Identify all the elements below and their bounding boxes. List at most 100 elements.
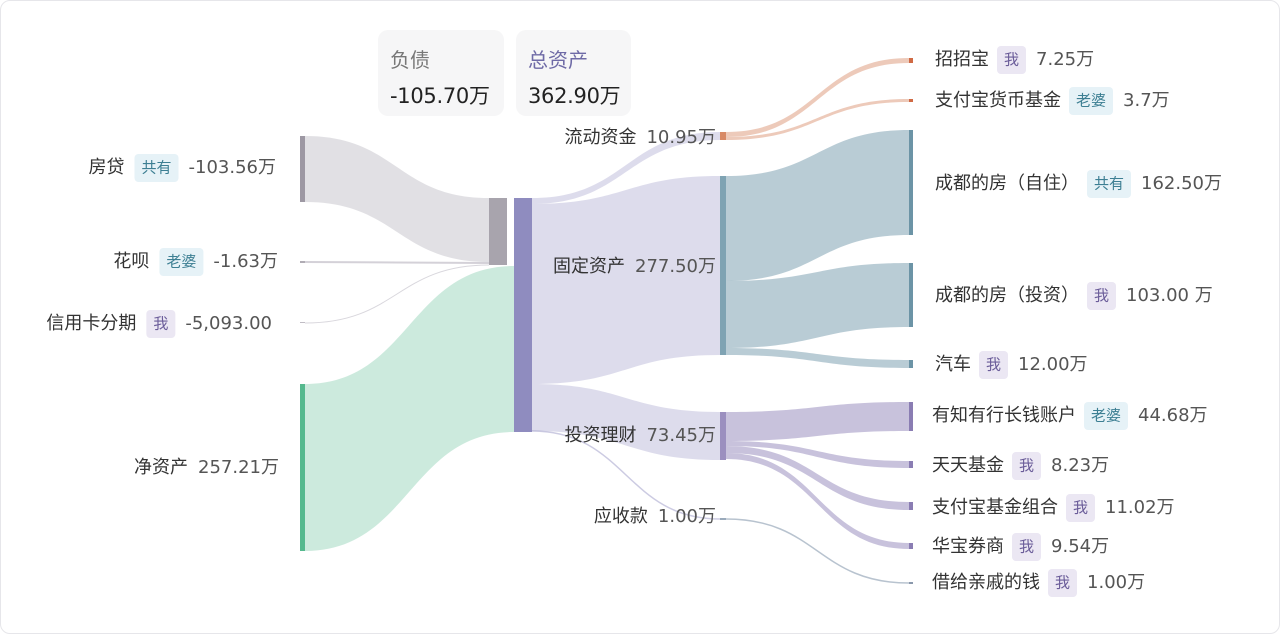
tag-bg-fangdai — [134, 154, 179, 182]
node-huabei — [300, 261, 305, 263]
liabilities-card: 负债 -105.70万 — [378, 30, 504, 116]
node-yingshou — [720, 518, 726, 520]
link-huabao — [726, 453, 909, 549]
tag-tiantian: 我 — [1019, 457, 1034, 475]
tag-house_self: 共有 — [1094, 175, 1124, 193]
tag-youzhi: 老婆 — [1091, 407, 1121, 425]
node-jingzichan — [300, 384, 305, 551]
value-guding: 277.50万 — [635, 256, 716, 277]
tag-bg-tiantian — [1012, 452, 1042, 480]
link-house-inv — [726, 263, 909, 348]
value-yingshou: 1.00万 — [658, 506, 716, 527]
label-zhaozhaobao: 招招宝我 7.25万 — [935, 46, 1094, 74]
tag-car: 我 — [986, 356, 1001, 374]
name-huabei: 花呗 — [113, 251, 149, 272]
assets-card: 总资产 362.90万 — [516, 30, 631, 116]
node-fangdai — [300, 136, 305, 202]
tag-jiegei: 我 — [1055, 574, 1070, 592]
node-xinyongka — [300, 322, 305, 323]
link-car — [726, 348, 909, 368]
label-tiantian: 天天基金我 8.23万 — [932, 452, 1109, 480]
name-jiegei: 借给亲戚的钱 — [932, 572, 1040, 593]
link-yingshou — [531, 430, 721, 520]
tag-bg-jiegei — [1048, 569, 1078, 597]
link-xinyongka — [304, 264, 490, 324]
tag-xinyongka: 我 — [153, 315, 168, 333]
link-guding — [532, 176, 720, 384]
value-house_inv: 103.00 万 — [1126, 285, 1213, 306]
name-jingzichan: 净资产 — [134, 457, 188, 478]
name-zhaozhaobao: 招招宝 — [935, 49, 989, 70]
link-zfbzuhe — [726, 446, 909, 510]
node-tiantian — [909, 461, 913, 468]
name-tiantian: 天天基金 — [932, 455, 1004, 476]
name-fangdai: 房贷 — [89, 157, 125, 178]
link-liudong — [532, 132, 720, 204]
tag-zfbzuhe: 我 — [1073, 499, 1088, 517]
name-guding: 固定资产 — [553, 256, 625, 277]
node-zfbzuhe — [909, 502, 913, 510]
value-huabao: 9.54万 — [1051, 536, 1109, 557]
node-jiegei — [909, 582, 913, 584]
tag-fangdai: 共有 — [142, 159, 172, 177]
node-zfbhuobi — [909, 99, 913, 102]
label-car: 汽车我 12.00万 — [935, 351, 1088, 379]
label-youzhi: 有知有行长钱账户 老婆 44.68万 — [932, 402, 1208, 430]
name-zfbzuhe: 支付宝基金组合 — [932, 497, 1058, 518]
name-house_inv: 成都的房（投资） — [935, 285, 1079, 306]
link-huabei — [304, 261, 490, 264]
node-car — [909, 360, 913, 368]
name-youzhi: 有知有行长钱账户 — [932, 405, 1076, 426]
node-house-self — [909, 130, 913, 235]
name-yingshou: 应收款 — [594, 506, 648, 527]
name-touzi: 投资理财 — [564, 425, 636, 446]
name-house_self: 成都的房（自住） — [935, 173, 1079, 194]
node-youzhi — [909, 402, 913, 431]
assets-value: 362.90万 — [528, 84, 621, 108]
value-jingzichan: 257.21万 — [198, 457, 279, 478]
tag-bg-zfbhuobi — [1069, 87, 1114, 115]
tag-bg-zhaozhaobao — [997, 46, 1027, 74]
link-jiegei — [725, 518, 910, 584]
assets-title: 总资产 — [528, 48, 588, 72]
node-zhaozhaobao — [909, 58, 913, 63]
value-zhaozhaobao: 7.25万 — [1036, 49, 1094, 70]
name-car: 汽车 — [935, 354, 971, 375]
tag-huabei: 老婆 — [166, 253, 196, 271]
value-zfbzuhe: 11.02万 — [1105, 497, 1175, 518]
value-liudong: 10.95万 — [646, 127, 716, 148]
value-fangdai: -103.56万 — [189, 157, 276, 178]
node-liudong — [720, 132, 726, 140]
tag-bg-house_inv — [1087, 282, 1117, 310]
liabilities-value: -105.70万 — [390, 84, 490, 108]
node-guding — [720, 176, 726, 355]
value-touzi: 73.45万 — [646, 425, 716, 446]
label-jiegei: 借给亲戚的钱我 1.00万 — [932, 569, 1145, 597]
node-touzi — [720, 412, 726, 460]
tag-zhaozhaobao: 我 — [1004, 51, 1019, 69]
tag-huabao: 我 — [1019, 538, 1034, 556]
node-total-assets — [514, 198, 532, 432]
tag-bg-xinyongka — [146, 310, 176, 338]
value-house_self: 162.50万 — [1141, 173, 1222, 194]
label-house_inv: 成都的房（投资） 我 103.00 万 — [935, 282, 1213, 310]
link-touzi — [532, 384, 720, 460]
value-zfbhuobi: 3.7万 — [1123, 90, 1170, 111]
name-huabao: 华宝券商 — [932, 536, 1004, 557]
tag-bg-zfbzuhe — [1066, 494, 1096, 522]
link-house-self — [726, 130, 909, 281]
value-xinyongka: -5,093.00 — [185, 313, 272, 334]
node-liabilities — [489, 198, 507, 265]
tag-bg-youzhi — [1084, 402, 1129, 430]
value-car: 12.00万 — [1018, 354, 1088, 375]
tag-house_inv: 我 — [1094, 287, 1109, 305]
name-liudong: 流动资金 — [564, 127, 636, 148]
tag-bg-house_self — [1087, 170, 1132, 198]
